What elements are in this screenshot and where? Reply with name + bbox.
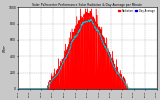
Title: Solar PV/Inverter Performance Solar Radiation & Day Average per Minute: Solar PV/Inverter Performance Solar Radi… — [32, 3, 142, 7]
Y-axis label: W/m²: W/m² — [3, 44, 7, 52]
Legend: Radiation, Day Average: Radiation, Day Average — [118, 8, 156, 13]
